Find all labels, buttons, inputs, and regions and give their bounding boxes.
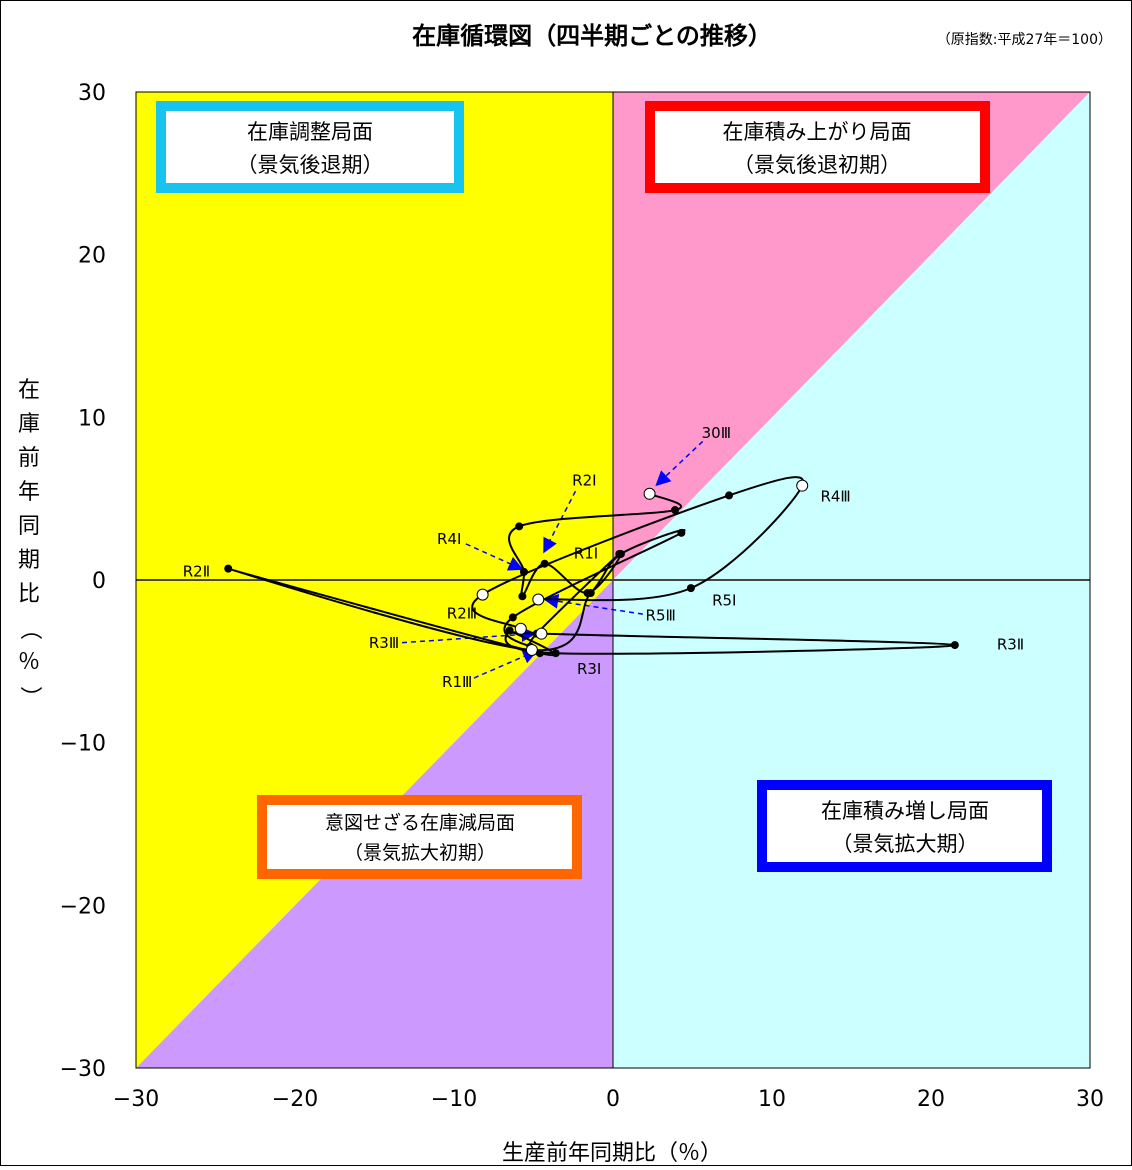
y-axis-label-char: 在 [18,378,40,403]
y-axis-label-char: 年 [18,480,40,505]
data-point [616,549,625,558]
quadrant-box-accumulation [757,780,1052,872]
point-label: R3Ⅰ [577,660,601,678]
quadrant-box-buildup [645,101,990,193]
axis-ticks: −30 −20 −10 0 10 20 30 30 20 10 0 −10 −20 −30 [60,81,1104,1112]
data-point-hollow [532,593,545,606]
quadrant-label-buildup: 在庫積み上がり局面 （景気後退初期） [645,101,990,193]
point-label: R4Ⅰ [437,530,461,548]
point-label: R1Ⅲ [442,673,472,691]
data-point-hollow [525,643,538,656]
point-label: R2Ⅱ [183,562,210,580]
point-label: R2Ⅲ [447,605,477,623]
point-label: R5Ⅲ [646,606,676,624]
annotation-arrow [543,593,643,615]
point-label: R1Ⅰ [574,544,598,562]
data-point [551,649,560,658]
quadrant-title-buildup: 在庫積み上がり局面 [723,120,912,144]
point-label: R2Ⅰ [572,471,596,489]
annotation-arrow [655,440,704,487]
y-tick-label: 0 [92,569,106,594]
x-tick-label: 10 [758,1087,786,1112]
quadrant-title-adjustment: 在庫調整局面 [247,120,373,144]
quadrant-sub-unintended-decrease: （景気拡大初期） [344,842,496,864]
y-tick-label: −30 [60,1057,106,1082]
x-axis-label: 生産前年同期比（％） [502,1141,722,1166]
data-point [508,613,517,622]
data-point [586,589,595,598]
data-point [677,528,686,537]
y-axis-label-char: ） [17,686,42,708]
x-tick-label: −30 [113,1087,159,1112]
data-point-hollow [535,627,548,640]
y-axis-label-char: 期 [18,548,40,573]
data-point [518,592,527,601]
data-point [224,564,233,573]
chart-title: 在庫循環図（四半期ごとの推移） [412,22,772,50]
quadrant-box-adjustment [156,101,464,193]
y-axis-label-char: 同 [18,514,40,539]
chart-subtitle: （原指数:平成27年＝100） [937,32,1112,48]
x-tick-label: −10 [431,1087,477,1112]
quadrant-label-adjustment: 在庫調整局面 （景気後退期） [156,101,464,193]
x-tick-label: 20 [917,1087,945,1112]
annotation-arrow [465,543,524,571]
y-tick-label: 30 [78,81,106,106]
data-point [950,641,959,650]
y-axis-label-char: ％ [18,650,40,675]
y-axis-label-char: 前 [18,446,40,471]
data-point [505,626,514,635]
data-point [519,567,528,576]
point-labels: 30Ⅲ R1Ⅰ R1Ⅲ R2Ⅰ R2Ⅱ R2Ⅲ R3Ⅰ R3Ⅱ R3Ⅲ R4Ⅰ R4Ⅲ R5Ⅰ R5Ⅲ [183,424,1024,691]
point-label: R3Ⅱ [997,636,1024,654]
point-label: R5Ⅰ [712,592,736,610]
data-point [725,491,734,500]
quadrant-sub-adjustment: （景気後退期） [237,153,384,177]
data-point-hollow [514,622,527,635]
quadrant-label-unintended-decrease: 意図せざる在庫減局面 （景気拡大初期） [257,795,582,879]
data-point [540,559,549,568]
annotation-arrow [543,490,577,554]
y-axis-label-char: 比 [18,582,40,607]
data-point [535,649,544,658]
quadrant-title-unintended-decrease: 意図せざる在庫減局面 [325,811,515,834]
quadrant-sub-accumulation: （景気拡大期） [832,832,979,856]
data-point-hollow [643,487,656,500]
y-tick-label: −10 [60,732,106,757]
data-point-hollow [796,479,809,492]
y-tick-label: 20 [78,244,106,269]
x-tick-label: −20 [272,1087,318,1112]
point-label: R4Ⅲ [820,488,850,506]
point-label: 30Ⅲ [702,424,731,442]
data-point-hollow [476,588,489,601]
data-point [671,506,680,515]
x-tick-label: 0 [606,1087,620,1112]
y-axis-label-char: 庫 [18,412,40,437]
annotation-arrow [473,649,538,679]
quadrant-title-accumulation: 在庫積み増し局面 [821,799,989,823]
quadrant-sub-buildup: （景気後退初期） [733,153,901,177]
data-point [686,584,695,593]
data-point [515,522,524,531]
y-tick-label: 10 [78,406,106,431]
plot-border [135,91,1091,1069]
series-layer [224,476,959,658]
point-label: R3Ⅲ [369,634,399,652]
y-axis-label-char: （ [17,618,42,640]
quadrant-label-accumulation: 在庫積み増し局面 （景気拡大期） [757,780,1052,872]
y-tick-label: −20 [60,894,106,919]
x-tick-label: 30 [1076,1087,1104,1112]
quadrant-box-unintended-decrease [257,795,582,879]
